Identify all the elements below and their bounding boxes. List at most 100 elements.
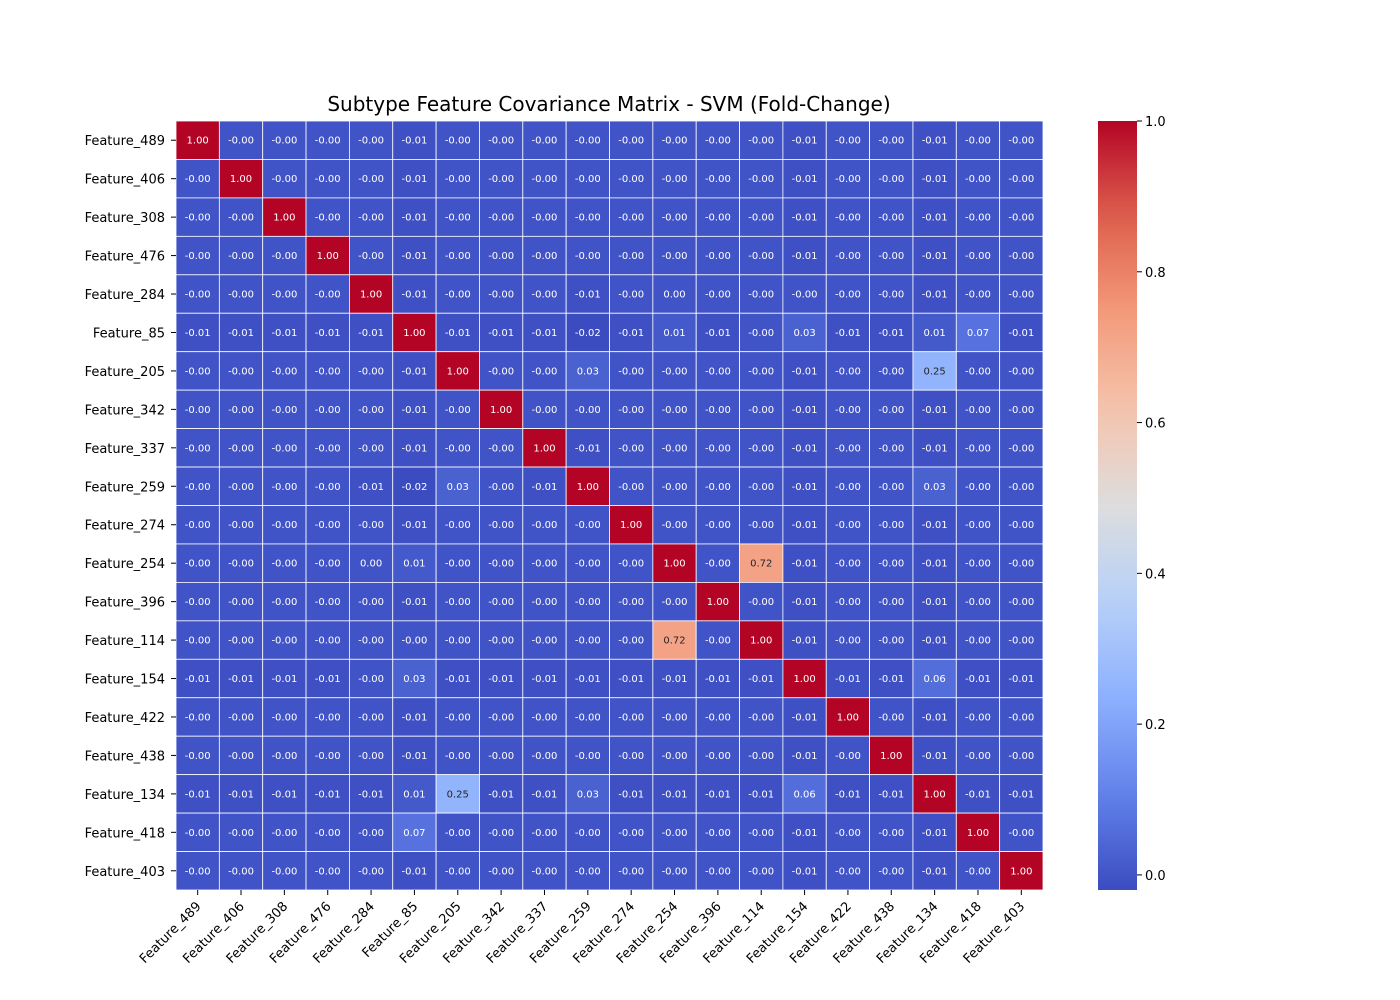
cell-value-label: -0.00 — [228, 751, 254, 762]
cell-value-label: -0.00 — [358, 866, 384, 877]
colorbar: 0.0 0.2 0.4 0.6 0.8 1.0 — [1098, 115, 1166, 890]
heatmap-cell — [609, 197, 654, 237]
cell-value-label: -0.00 — [488, 712, 514, 723]
cell-value-label: -0.00 — [575, 559, 601, 570]
heatmap-cell — [218, 697, 264, 737]
cell-value-label: -0.01 — [705, 789, 731, 800]
cell-value-label: -0.01 — [792, 597, 818, 608]
heatmap-cell — [392, 120, 437, 160]
heatmap-cell — [912, 428, 957, 468]
cell-value-label: -0.01 — [792, 251, 818, 262]
cell-value-label: -0.00 — [748, 482, 774, 493]
heatmap-cell — [782, 735, 827, 776]
cell-value-label: 1.00 — [317, 251, 339, 262]
cell-value-label: -0.00 — [1008, 443, 1034, 454]
cell-value-label: -0.00 — [965, 712, 991, 723]
cell-value-label: -0.01 — [315, 674, 341, 685]
heatmap-cell — [479, 312, 524, 353]
heatmap-cell — [348, 389, 394, 429]
cell-value-label: -0.00 — [662, 251, 688, 262]
heatmap-cell — [175, 466, 220, 506]
heatmap-cell — [869, 851, 914, 891]
cell-value-label: 1.00 — [750, 636, 772, 647]
cell-value-label: -0.01 — [532, 674, 558, 685]
cell-value-label: -0.01 — [401, 405, 427, 416]
heatmap-cell — [262, 197, 307, 237]
cell-value-label: -0.00 — [228, 366, 254, 377]
heatmap-cell — [739, 351, 784, 391]
heatmap-cell — [609, 582, 654, 622]
cell-value-label: -0.00 — [488, 866, 514, 877]
cell-value-label: -0.00 — [662, 828, 688, 839]
cell-value-label: -0.00 — [1008, 712, 1034, 723]
cell-value-label: -0.00 — [965, 443, 991, 454]
cell-value-label: -0.01 — [922, 174, 948, 185]
heatmap-cell — [175, 658, 220, 699]
heatmap-cell — [522, 620, 567, 660]
cell-value-label: -0.00 — [878, 366, 904, 377]
heatmap-cell — [435, 505, 480, 545]
cell-value-label: -0.00 — [488, 559, 514, 570]
y-tick-label: Feature_476 — [85, 250, 165, 265]
heatmap-cell — [522, 812, 567, 852]
cell-value-label: -0.00 — [705, 290, 731, 301]
cell-value-label: -0.00 — [748, 174, 774, 185]
heatmap-cell — [218, 428, 264, 468]
cell-value-label: 1.00 — [533, 443, 555, 454]
cell-value-label: -0.00 — [315, 559, 341, 570]
heatmap-cell — [912, 120, 957, 160]
cell-value-label: 0.72 — [663, 636, 685, 647]
cell-value-label: -0.01 — [401, 443, 427, 454]
heatmap-cell — [348, 774, 394, 814]
cell-value-label: -0.00 — [315, 636, 341, 647]
heatmap-cell — [479, 351, 524, 391]
cell-value-label: -0.00 — [748, 405, 774, 416]
cell-value-label: -0.01 — [575, 290, 601, 301]
cell-value-label: -0.01 — [878, 328, 904, 339]
cell-value-label: -0.00 — [965, 751, 991, 762]
cell-value-label: -0.00 — [488, 636, 514, 647]
cell-value-label: -0.00 — [488, 213, 514, 224]
heatmap-cell — [999, 735, 1044, 776]
cell-value-label: -0.00 — [185, 559, 211, 570]
cell-value-label: -0.01 — [618, 674, 644, 685]
cell-value-label: -0.00 — [575, 866, 601, 877]
heatmap-cell — [869, 543, 914, 583]
heatmap-cell — [522, 197, 567, 237]
cell-value-label: -0.00 — [618, 828, 644, 839]
heatmap-cell — [479, 812, 524, 852]
cell-value-label: 0.03 — [403, 674, 425, 685]
cell-value-label: -0.00 — [705, 712, 731, 723]
heatmap-cell — [479, 197, 524, 237]
heatmap-cell — [522, 851, 567, 891]
cell-value-label: -0.00 — [965, 520, 991, 531]
heatmap-cell — [435, 389, 480, 429]
cell-value-label: -0.01 — [358, 789, 384, 800]
cell-value-label: -0.00 — [705, 174, 731, 185]
cell-value-label: -0.00 — [532, 828, 558, 839]
cell-value-label: -0.01 — [792, 712, 818, 723]
cell-value-label: 1.00 — [837, 712, 859, 723]
cell-value-label: -0.00 — [618, 751, 644, 762]
heatmap-cell — [609, 774, 654, 814]
heatmap-cell — [695, 774, 740, 814]
cell-value-label: -0.00 — [835, 290, 861, 301]
cell-value-label: -0.00 — [1008, 751, 1034, 762]
heatmap-cell — [609, 735, 654, 776]
cell-value-label: -0.00 — [445, 174, 471, 185]
heatmap-cell — [999, 697, 1044, 737]
heatmap-cell — [869, 658, 914, 699]
heatmap-cell — [955, 505, 1001, 545]
heatmap-cell — [479, 735, 524, 776]
heatmap-cell — [435, 774, 480, 814]
heatmap-cell — [218, 197, 264, 237]
heatmap-cell — [825, 120, 870, 160]
cell-value-label: -0.00 — [271, 597, 297, 608]
cell-value-label: -0.01 — [271, 328, 297, 339]
cell-value-label: -0.01 — [401, 712, 427, 723]
cell-value-label: -0.00 — [271, 866, 297, 877]
heatmap-cell — [825, 735, 870, 776]
cell-value-label: -0.00 — [488, 251, 514, 262]
heatmap-cell — [522, 235, 567, 276]
heatmap-cell — [565, 389, 610, 429]
